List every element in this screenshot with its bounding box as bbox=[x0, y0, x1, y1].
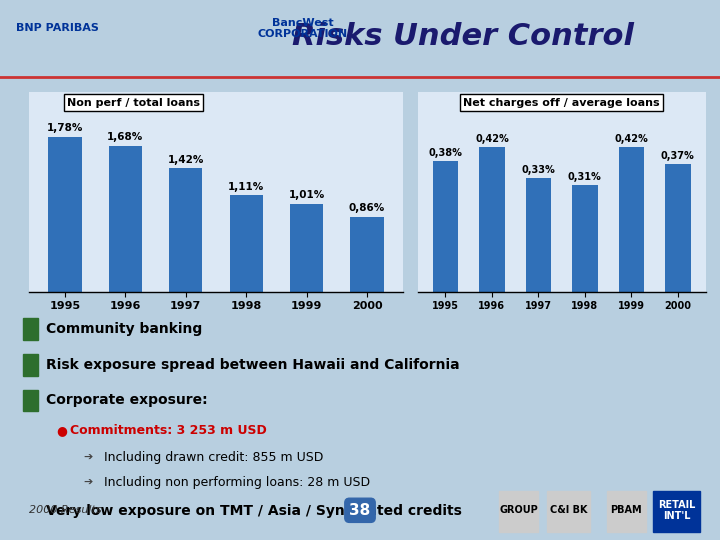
Text: 1,78%: 1,78% bbox=[47, 124, 84, 133]
Bar bbox=[48, 137, 81, 292]
Bar bbox=[23, 354, 38, 375]
Text: ➔: ➔ bbox=[84, 477, 93, 488]
Text: ●: ● bbox=[56, 424, 67, 437]
Text: C&I BK: C&I BK bbox=[550, 505, 588, 515]
Text: BNP PARIBAS: BNP PARIBAS bbox=[16, 23, 99, 33]
Text: GROUP: GROUP bbox=[499, 505, 538, 515]
Bar bbox=[109, 146, 142, 292]
Text: Net charges off / average loans: Net charges off / average loans bbox=[463, 98, 660, 108]
Text: Commitments: 3 253 m USD: Commitments: 3 253 m USD bbox=[70, 424, 266, 437]
Bar bbox=[433, 161, 458, 292]
Text: 2000 Results: 2000 Results bbox=[29, 505, 102, 515]
Bar bbox=[290, 204, 323, 292]
Bar bbox=[606, 491, 647, 532]
Text: BancWest
CORPORATION: BancWest CORPORATION bbox=[257, 18, 348, 39]
Bar bbox=[498, 491, 539, 532]
Bar bbox=[169, 168, 202, 292]
Bar bbox=[665, 164, 690, 292]
Text: 0,37%: 0,37% bbox=[661, 151, 695, 161]
Text: 1,68%: 1,68% bbox=[107, 132, 143, 142]
Bar bbox=[479, 147, 505, 292]
Text: 1,11%: 1,11% bbox=[228, 181, 264, 192]
Bar bbox=[654, 491, 700, 532]
Bar bbox=[618, 147, 644, 292]
Text: 0,38%: 0,38% bbox=[428, 148, 462, 158]
Bar bbox=[547, 491, 590, 532]
Text: Community banking: Community banking bbox=[45, 322, 202, 336]
Text: RETAIL
INT'L: RETAIL INT'L bbox=[658, 500, 696, 521]
Text: 0,31%: 0,31% bbox=[568, 172, 602, 182]
Text: 0,86%: 0,86% bbox=[349, 204, 385, 213]
Bar bbox=[23, 390, 38, 411]
Bar bbox=[23, 319, 38, 340]
Bar bbox=[230, 195, 263, 292]
Text: Risk exposure spread between Hawaii and California: Risk exposure spread between Hawaii and … bbox=[45, 358, 459, 372]
Text: ➔: ➔ bbox=[84, 453, 93, 462]
Bar bbox=[572, 185, 598, 292]
Text: Corporate exposure:: Corporate exposure: bbox=[45, 394, 207, 408]
Bar bbox=[526, 178, 551, 292]
Text: Non perf / total loans: Non perf / total loans bbox=[67, 98, 200, 108]
Text: 0,42%: 0,42% bbox=[475, 134, 509, 144]
Text: Very low exposure on TMT / Asia / Syndicated credits: Very low exposure on TMT / Asia / Syndic… bbox=[45, 504, 462, 518]
Text: 0,42%: 0,42% bbox=[614, 134, 648, 144]
Text: 38: 38 bbox=[349, 503, 371, 518]
Bar bbox=[351, 217, 384, 292]
Text: Including non performing loans: 28 m USD: Including non performing loans: 28 m USD bbox=[104, 476, 370, 489]
Text: Including drawn credit: 855 m USD: Including drawn credit: 855 m USD bbox=[104, 451, 323, 464]
Bar bbox=[23, 500, 38, 522]
Text: PBAM: PBAM bbox=[611, 505, 642, 515]
Text: 0,33%: 0,33% bbox=[521, 165, 555, 175]
Text: Risks Under Control: Risks Under Control bbox=[292, 22, 634, 51]
Text: 1,42%: 1,42% bbox=[168, 155, 204, 165]
Text: 1,01%: 1,01% bbox=[289, 191, 325, 200]
